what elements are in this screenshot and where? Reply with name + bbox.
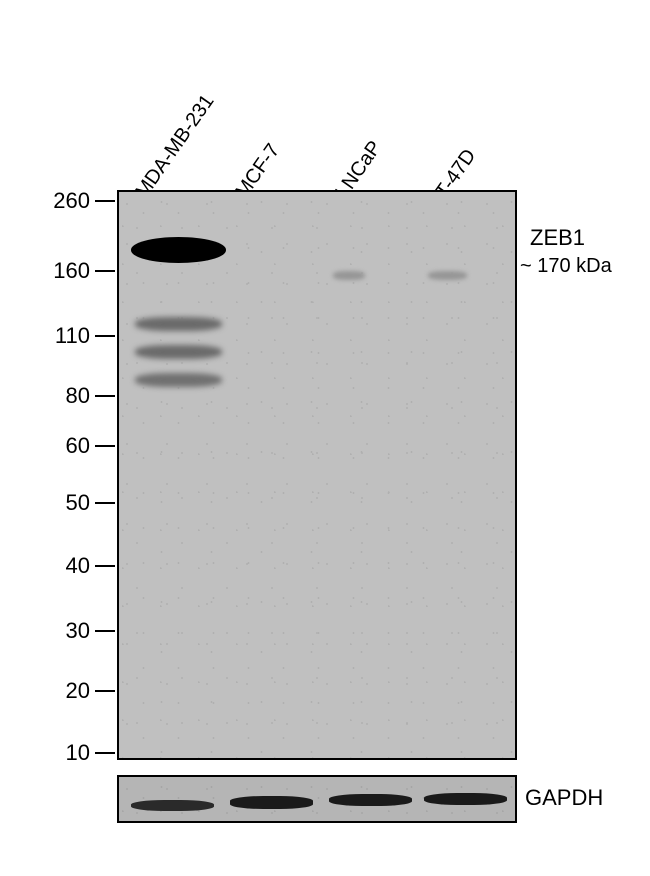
tick-20	[95, 690, 115, 692]
mw-marker-60: 60	[40, 433, 90, 459]
loading-control-name: GAPDH	[525, 785, 603, 811]
target-protein-mw: ~ 170 kDa	[520, 255, 612, 278]
tick-30	[95, 630, 115, 632]
gapdh-band-lane2	[230, 796, 313, 808]
nonspecific-band-3	[135, 373, 222, 387]
mw-marker-260: 260	[40, 188, 90, 214]
tick-40	[95, 565, 115, 567]
mw-marker-30: 30	[40, 618, 90, 644]
faint-band-lane3	[333, 271, 365, 279]
mw-marker-50: 50	[40, 490, 90, 516]
target-protein-name: ZEB1	[530, 225, 585, 251]
tick-50	[95, 502, 115, 504]
main-blot-membrane	[117, 190, 517, 760]
nonspecific-band-2	[135, 345, 222, 359]
mw-marker-20: 20	[40, 678, 90, 704]
tick-60	[95, 445, 115, 447]
mw-marker-10: 10	[40, 740, 90, 766]
gapdh-band-lane1	[131, 800, 214, 811]
mw-marker-110: 110	[40, 323, 90, 349]
mw-marker-80: 80	[40, 383, 90, 409]
gapdh-band-lane3	[329, 794, 412, 806]
nonspecific-band-1	[135, 317, 222, 331]
loading-control-membrane	[117, 775, 517, 823]
tick-160	[95, 270, 115, 272]
tick-260	[95, 200, 115, 202]
mw-marker-40: 40	[40, 553, 90, 579]
mw-marker-160: 160	[40, 258, 90, 284]
zeb1-band-lane1	[131, 237, 226, 262]
western-blot-figure: MDA-MB-231 MCF-7 LNCaP T-47D 260 160 110…	[30, 30, 620, 846]
gapdh-band-lane4	[424, 793, 507, 805]
tick-10	[95, 752, 115, 754]
lane-label-1: MDA-MB-231	[131, 91, 219, 203]
tick-80	[95, 395, 115, 397]
tick-110	[95, 335, 115, 337]
faint-band-lane4	[428, 271, 468, 279]
